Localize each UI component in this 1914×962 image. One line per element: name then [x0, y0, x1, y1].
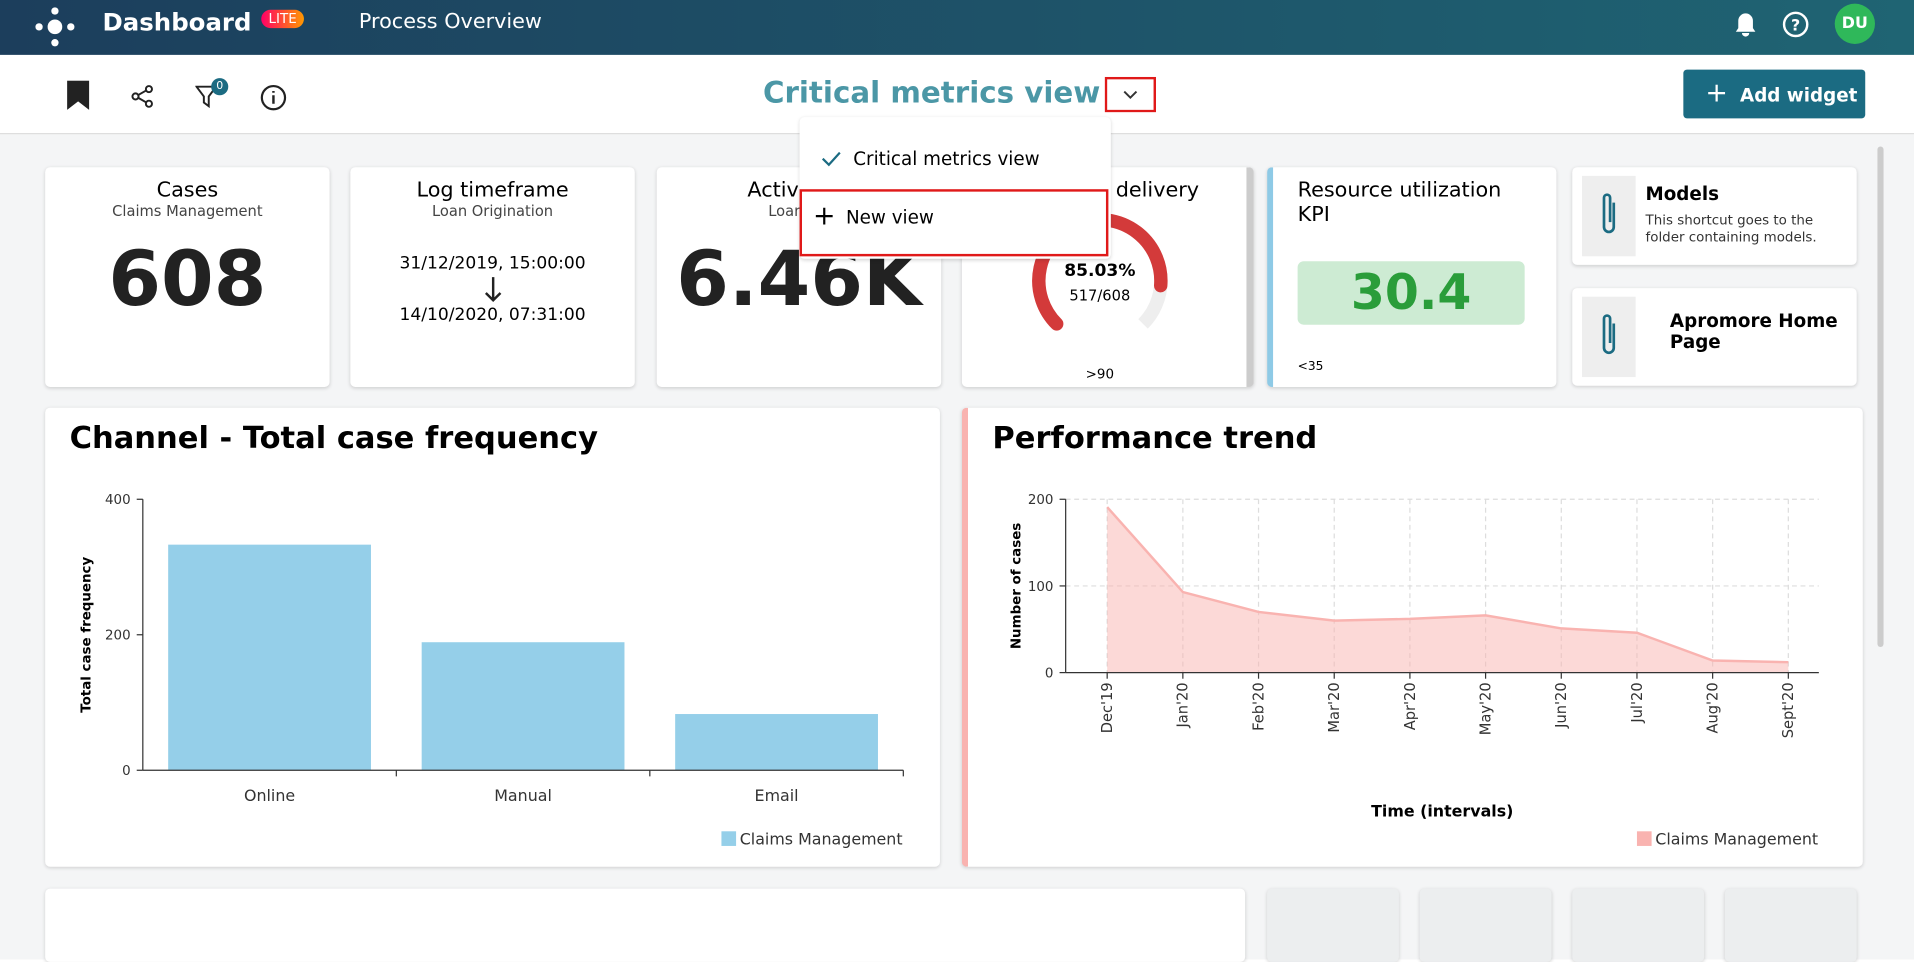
bookmark-icon[interactable]: [66, 80, 90, 110]
x-axis-label: Time (intervals): [1371, 802, 1513, 821]
widget-title: Cases: [156, 178, 219, 203]
y-tick-label: 0: [1045, 666, 1054, 681]
chart-title: Channel - Total case frequency: [69, 419, 598, 456]
x-tick-label: Manual: [494, 786, 552, 805]
bell-icon[interactable]: [1733, 11, 1757, 38]
plus-icon: +: [1705, 78, 1728, 109]
bar: [168, 544, 371, 771]
filter-count: 0: [211, 78, 229, 96]
app-title: Dashboard: [102, 7, 252, 37]
dropdown-item: New view: [845, 206, 934, 229]
add-widget-button[interactable]: + Add widget: [1683, 69, 1866, 119]
widget-value: 608: [108, 234, 267, 324]
x-tick-label: Dec'19: [1099, 682, 1116, 733]
y-tick-label: 200: [105, 629, 131, 644]
svg-text:?: ?: [1791, 16, 1800, 35]
legend-swatch: [721, 831, 737, 846]
arrow-down: [484, 277, 501, 303]
chart-title: Performance trend: [992, 419, 1318, 456]
share-icon[interactable]: [131, 84, 155, 108]
widget-subtitle: Claims Management: [112, 202, 263, 220]
x-tick-label: Jan'20: [1175, 682, 1192, 728]
shortcut-card[interactable]: Models This shortcut goes to the folder …: [1572, 167, 1857, 265]
gauge-label: 85.03%: [1064, 261, 1136, 281]
shortcut-title: Apromore Home Page: [1669, 310, 1838, 353]
placeholder: [1267, 888, 1399, 962]
clip-icon: [1582, 296, 1636, 378]
section-link[interactable]: Process Overview: [358, 9, 542, 35]
x-tick-label: Sept'20: [1780, 682, 1797, 738]
x-tick-label: Jul'20: [1629, 682, 1646, 723]
start-date: 31/12/2019, 15:00:00: [399, 253, 586, 274]
y-tick-label: 200: [1028, 493, 1054, 508]
shortcut-title: Models: [1645, 183, 1720, 206]
bar: [675, 714, 878, 771]
view-dropdown: Critical metrics view + New view: [799, 117, 1111, 259]
dropdown-item[interactable]: Critical metrics view: [853, 147, 1040, 170]
widget-title: Log timeframe: [416, 178, 569, 203]
shortcut-card[interactable]: Apromore Home Page: [1572, 288, 1857, 386]
threshold: >90: [1085, 366, 1115, 383]
placeholder: [1419, 888, 1552, 962]
widget-subtitle: Loan Origination: [431, 202, 554, 220]
add-widget-label: Add widget: [1740, 84, 1858, 107]
y-axis-label: Number of cases: [1010, 523, 1025, 649]
x-tick-label: Jun'20: [1553, 682, 1570, 728]
placeholder: [1572, 888, 1705, 962]
y-tick-label: 400: [105, 493, 131, 508]
legend-label: Claims Management: [1655, 830, 1818, 849]
x-tick-label: Feb'20: [1250, 682, 1267, 731]
bottom-widget[interactable]: [45, 888, 1246, 962]
check-icon: [821, 151, 841, 167]
dropdown-item-highlight[interactable]: + New view: [799, 189, 1109, 257]
scrollbar[interactable]: [1877, 146, 1884, 647]
x-tick-label: Online: [244, 786, 295, 805]
log-timeframe-widget[interactable]: Log timeframe Loan Origination 31/12/201…: [350, 167, 635, 387]
legend-label: Claims Management: [740, 830, 903, 849]
widget-title: Resource utilization KPI: [1297, 178, 1502, 228]
x-tick-label: May'20: [1477, 682, 1494, 735]
kpi-value: 30.4: [1297, 261, 1525, 325]
x-tick-label: Email: [755, 786, 799, 805]
y-axis-label: Total case frequency: [79, 556, 94, 712]
logo[interactable]: [34, 6, 76, 48]
view-dropdown-toggle[interactable]: [1104, 76, 1157, 113]
help-icon[interactable]: ?: [1781, 10, 1810, 39]
view-title: Critical metrics view: [762, 75, 1101, 110]
info-icon[interactable]: [259, 83, 288, 112]
placeholder: [1724, 888, 1857, 962]
badge: LITE: [261, 9, 305, 29]
y-tick-label: 0: [122, 764, 131, 779]
x-tick-label: Apr'20: [1402, 682, 1419, 730]
line: [1106, 506, 1789, 664]
shortcut-description: This shortcut goes to the folder contain…: [1645, 212, 1817, 246]
end-date: 14/10/2020, 07:31:00: [399, 305, 586, 325]
legend-swatch: [1636, 831, 1652, 846]
bar: [421, 642, 625, 771]
plus-icon: +: [812, 201, 836, 232]
y-tick-label: 100: [1028, 580, 1054, 595]
x-tick-label: Aug'20: [1705, 682, 1722, 733]
area: [1107, 507, 1789, 673]
cases-widget[interactable]: Cases Claims Management 608: [45, 167, 330, 387]
threshold: <35: [1297, 360, 1324, 374]
resource-widget[interactable]: Resource utilization KPI 30.4 <35: [1267, 167, 1557, 387]
x-tick-label: Mar'20: [1326, 682, 1343, 732]
top-bar: Dashboard LITE Process Overview ? DU: [0, 0, 1914, 55]
widget-title: delivery: [1115, 178, 1200, 203]
avatar[interactable]: DU: [1834, 3, 1875, 44]
gauge-count: 517/608: [1069, 286, 1131, 304]
clip-icon: [1582, 175, 1636, 257]
